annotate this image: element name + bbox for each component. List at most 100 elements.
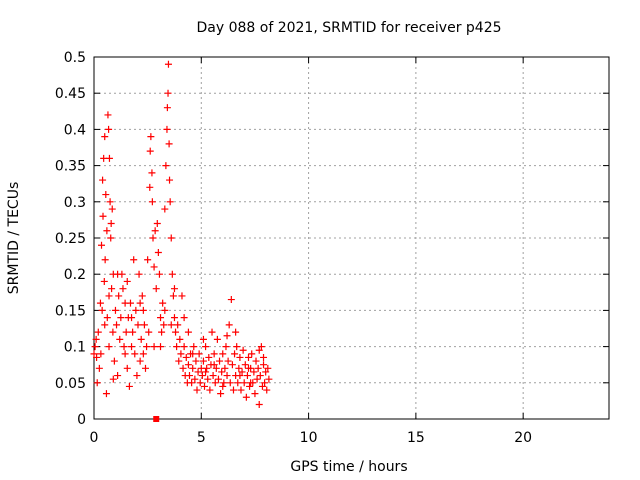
data-point <box>228 361 236 369</box>
data-point <box>250 368 258 376</box>
data-point <box>162 162 170 170</box>
data-point <box>125 382 133 390</box>
data-point <box>255 346 263 354</box>
data-point <box>147 133 155 141</box>
data-point <box>94 328 102 336</box>
data-point <box>219 350 227 358</box>
data-point <box>248 350 256 358</box>
data-point <box>220 379 228 387</box>
chart-title: Day 088 of 2021, SRMTID for receiver p42… <box>196 20 501 36</box>
x-tick-label: 15 <box>407 430 425 446</box>
data-point <box>238 368 246 376</box>
data-point <box>163 104 171 112</box>
data-point <box>123 277 131 285</box>
data-point <box>262 368 270 376</box>
data-point <box>254 364 262 372</box>
data-point <box>148 198 156 206</box>
data-point <box>136 299 144 307</box>
data-point <box>199 335 207 343</box>
data-point <box>208 328 216 336</box>
data-point <box>256 372 264 380</box>
data-point <box>217 390 225 398</box>
data-point <box>109 328 117 336</box>
data-point <box>119 285 127 293</box>
data-point <box>245 353 252 361</box>
data-point <box>146 147 154 155</box>
y-tick-label: 0.05 <box>55 376 86 392</box>
data-point <box>107 234 115 242</box>
y-tick-label: 0.2 <box>64 267 86 283</box>
data-point <box>182 353 190 361</box>
data-point <box>104 111 112 119</box>
data-point <box>193 386 201 394</box>
data-point <box>188 379 196 387</box>
data-point <box>105 343 113 351</box>
data-point <box>168 270 176 278</box>
data-point <box>214 375 222 383</box>
data-point <box>202 368 210 376</box>
data-point <box>173 343 181 351</box>
data-point <box>206 386 214 394</box>
data-point <box>117 314 125 322</box>
data-point <box>132 306 140 314</box>
data-point <box>105 125 113 133</box>
data-point <box>163 125 171 133</box>
data-point <box>177 350 185 358</box>
data-point <box>202 343 210 351</box>
axis-ticks: 0 0.05 0.1 0.15 0.2 0.25 0.3 0.35 0.4 0.45 0.5 0 5 10… <box>55 50 609 446</box>
data-point <box>227 296 235 304</box>
data-point <box>174 321 182 329</box>
data-point <box>191 375 199 383</box>
data-point <box>136 357 144 365</box>
data-point <box>155 270 163 278</box>
data-point <box>150 263 158 271</box>
data-point <box>235 364 243 372</box>
data-point <box>263 386 271 394</box>
data-point <box>233 343 241 351</box>
data-point <box>139 350 147 358</box>
data-point <box>164 60 172 68</box>
data-point <box>158 328 166 336</box>
data-point <box>199 357 207 365</box>
data-point <box>90 350 98 358</box>
data-point <box>209 372 217 380</box>
data-point-square <box>153 416 160 422</box>
data-point <box>169 292 177 300</box>
data-point <box>101 133 109 141</box>
data-point <box>167 321 175 329</box>
data-point <box>218 368 226 376</box>
data-point <box>198 372 206 380</box>
data-point <box>219 382 227 390</box>
data-point <box>203 364 211 372</box>
data-point <box>120 343 128 351</box>
data-point <box>128 343 136 351</box>
data-point <box>121 350 129 358</box>
data-point <box>231 350 239 358</box>
data-point <box>116 335 124 343</box>
data-point <box>170 314 178 322</box>
data-point <box>113 321 121 329</box>
data-point <box>142 364 149 372</box>
data-point <box>180 343 188 351</box>
data-point <box>240 379 248 387</box>
data-point <box>236 353 244 361</box>
data-point <box>261 379 269 387</box>
data-point <box>264 364 272 372</box>
data-point <box>102 390 110 398</box>
data-point <box>95 364 103 372</box>
data-point <box>221 364 229 372</box>
y-tick-label: 0.35 <box>55 159 86 175</box>
data-point <box>190 343 198 351</box>
y-axis-label: SRMTID / TECUs <box>6 182 22 295</box>
data-point <box>192 357 200 365</box>
data-point <box>255 401 263 409</box>
data-point <box>246 382 254 390</box>
x-tick-label: 0 <box>90 430 99 446</box>
data-point <box>97 350 105 358</box>
data-point <box>253 375 261 383</box>
data-point <box>131 350 139 358</box>
data-point <box>179 364 187 372</box>
data-point <box>140 321 148 329</box>
data-point <box>223 372 231 380</box>
